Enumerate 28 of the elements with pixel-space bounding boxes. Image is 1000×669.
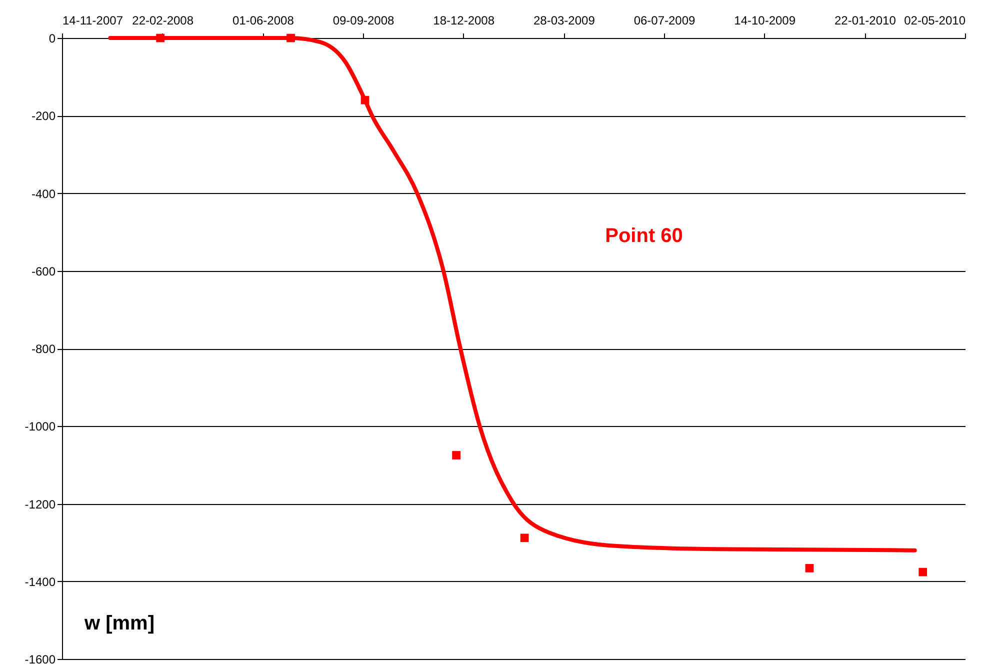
y-tick-label: -800 [31,342,56,356]
y-axis-title: w [mm] [84,612,154,634]
x-tick-label: 14-10-2009 [734,14,796,28]
annotation: Point 60 [605,225,683,247]
y-tick-label: 0 [48,32,56,46]
x-tick-label: 22-02-2008 [132,14,194,28]
y-tick-label: -600 [31,264,56,278]
x-tick-label: 02-05-2010 [904,14,966,28]
y-tick-label: -400 [31,186,56,201]
point [156,34,165,42]
point [805,564,814,572]
x-tick-label: 28-03-2009 [533,14,596,28]
x-tick-label: 09-09-2008 [332,14,395,28]
y-tick-label: -1600 [24,652,56,666]
x-tick-label: 22-01-2010 [834,14,896,28]
point [452,451,460,460]
point [918,568,928,576]
y-tick-label: -1400 [24,574,56,589]
x-tick-label: 01-06-2008 [232,14,294,28]
point [520,534,529,542]
y-tick-label: -1000 [24,420,56,434]
x-tick-label: 18-12-2008 [433,14,495,28]
y-tick-label: -1200 [24,497,56,512]
point [286,34,295,42]
x-tick-label: 06-07-2009 [634,14,696,28]
x-tick-label: 14-11-2007 [62,14,124,28]
point [360,96,370,104]
y-tick-label: -200 [31,109,56,124]
